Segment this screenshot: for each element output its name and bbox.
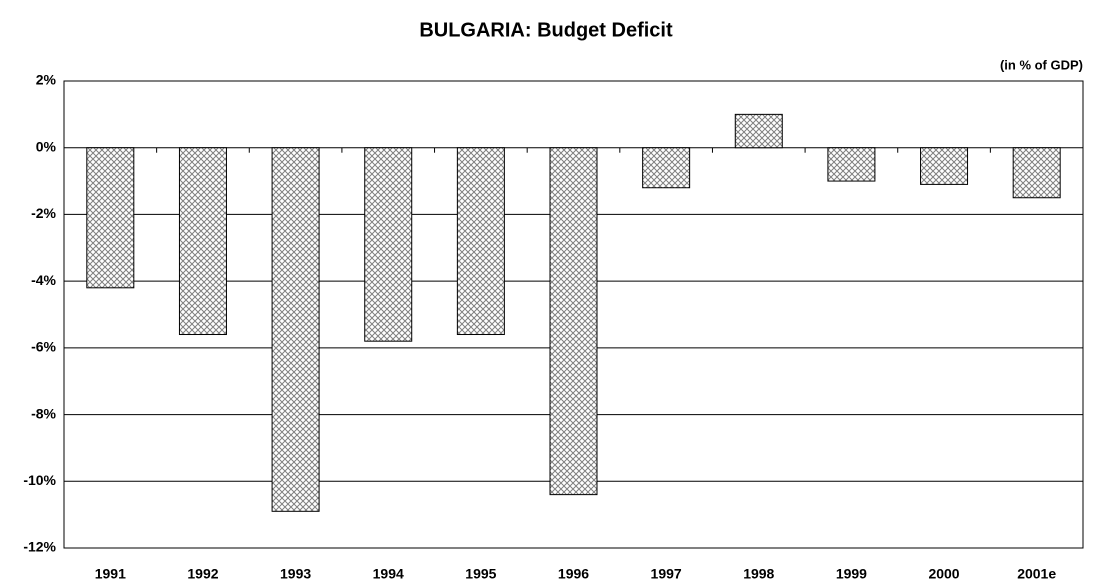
x-tick-label: 1994 xyxy=(373,566,404,582)
x-tick-label: 1993 xyxy=(280,566,311,582)
x-tick-label: 2000 xyxy=(928,566,959,582)
y-tick-label: 2% xyxy=(36,72,57,88)
bar xyxy=(271,147,320,512)
bar xyxy=(364,147,413,342)
x-tick-label: 1996 xyxy=(558,566,589,582)
y-tick-label: -6% xyxy=(31,339,56,355)
bar xyxy=(734,113,783,149)
y-tick-label: -8% xyxy=(31,405,56,421)
unit-label: (in % of GDP) xyxy=(1000,57,1083,72)
bar xyxy=(549,147,598,496)
x-tick-label: 1991 xyxy=(95,566,126,582)
x-tick-label: 1995 xyxy=(465,566,496,582)
y-tick-label: -4% xyxy=(31,272,56,288)
chart-title: BULGARIA: Budget Deficit xyxy=(419,19,673,41)
bar xyxy=(827,147,876,182)
bar xyxy=(456,147,505,336)
y-tick-label: -10% xyxy=(23,472,56,488)
x-tick-label: 1999 xyxy=(836,566,867,582)
x-tick-label: 1997 xyxy=(651,566,682,582)
bar xyxy=(920,147,969,185)
x-tick-label: 1998 xyxy=(743,566,774,582)
x-tick-label: 1992 xyxy=(187,566,218,582)
bar xyxy=(86,147,135,289)
bar xyxy=(178,147,227,336)
y-tick-label: -12% xyxy=(23,539,56,555)
x-tick-label: 2001e xyxy=(1017,566,1056,582)
y-tick-label: 0% xyxy=(36,138,57,154)
y-tick-label: -2% xyxy=(31,205,56,221)
bar xyxy=(642,147,691,189)
bar xyxy=(1012,147,1061,199)
plot-border xyxy=(63,80,1084,549)
